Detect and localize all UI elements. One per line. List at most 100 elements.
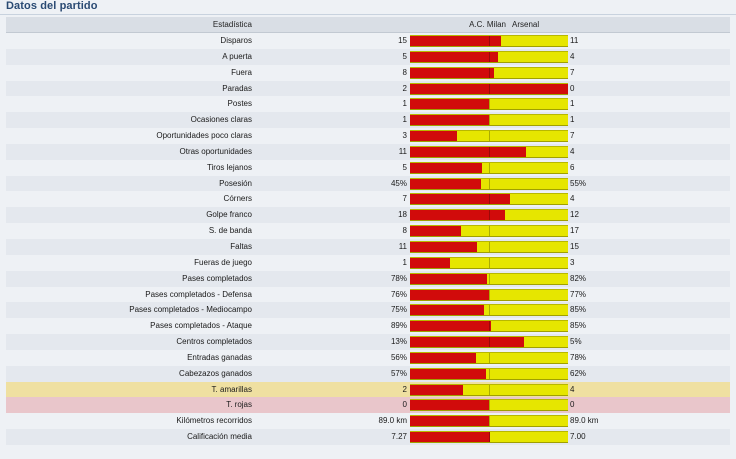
stat-row: Centros completados 13% 5%	[6, 334, 730, 350]
home-bar-fill	[410, 210, 505, 221]
stat-label: Pases completados	[182, 273, 252, 283]
stat-row: Postes 1 1	[6, 96, 730, 112]
stat-row: S. de banda 8 17	[6, 223, 730, 239]
home-value: 0	[402, 400, 407, 410]
home-bar-fill	[410, 352, 476, 363]
comparison-bar	[410, 399, 568, 412]
home-bar-fill	[410, 194, 510, 205]
bar-midline	[489, 352, 490, 363]
home-bar-fill	[410, 178, 481, 189]
comparison-bar	[410, 209, 568, 222]
away-value: 4	[570, 194, 575, 204]
stat-label: A puerta	[222, 51, 252, 61]
home-bar-fill	[410, 162, 482, 173]
home-value: 45%	[390, 178, 407, 188]
stats-table: Disparos 15 11 A puerta 5 4 Fuera 8 7 Paradas 2 0 Po…	[6, 33, 730, 445]
stat-row: Pases completados - Ataque 89% 85%	[6, 318, 730, 334]
home-value: 75%	[390, 305, 407, 315]
stat-label: Córners	[223, 194, 252, 204]
home-value: 3	[402, 131, 407, 141]
comparison-bar	[410, 161, 568, 174]
header-home-team: A.C. Milan	[469, 20, 506, 29]
home-value: 15	[398, 36, 407, 45]
home-value: 13%	[390, 337, 407, 347]
comparison-bar	[410, 431, 568, 444]
bar-midline	[489, 289, 490, 300]
comparison-bar	[410, 225, 568, 238]
away-value: 55%	[570, 178, 587, 188]
bar-midline	[489, 194, 490, 205]
stat-row: Tiros lejanos 5 6	[6, 160, 730, 176]
bar-midline	[489, 337, 490, 348]
bar-midline	[489, 305, 490, 316]
stat-label: Pases completados - Mediocampo	[129, 305, 252, 315]
home-bar-fill	[410, 400, 489, 411]
comparison-bar	[410, 288, 568, 301]
comparison-bar	[410, 415, 568, 428]
stat-label: Entradas ganadas	[187, 352, 252, 362]
comparison-bar	[410, 351, 568, 364]
bar-midline	[489, 400, 490, 411]
comparison-bar	[410, 130, 568, 143]
bar-midline	[489, 368, 490, 379]
stat-row: Calificación media 7.27 7.00	[6, 429, 730, 445]
home-bar-fill	[410, 115, 489, 126]
stat-row: Kilómetros recorridos 89.0 km 89.0 km	[6, 413, 730, 429]
away-value: 89.0 km	[570, 416, 599, 426]
stat-row: Fuera 8 7	[6, 65, 730, 81]
stat-label: Golpe franco	[206, 210, 252, 220]
home-value: 89%	[390, 321, 407, 331]
comparison-bar	[410, 367, 568, 380]
bar-midline	[489, 131, 490, 142]
panel-title: Datos del partido	[6, 0, 98, 12]
stat-row: Ocasiones claras 1 1	[6, 112, 730, 129]
away-value: 4	[570, 384, 575, 394]
away-value: 17	[570, 226, 579, 236]
stat-row: Pases completados - Mediocampo 75% 85%	[6, 302, 730, 319]
away-value: 11	[570, 36, 579, 45]
home-value: 8	[402, 67, 407, 77]
home-bar-fill	[410, 337, 524, 348]
bar-midline	[489, 241, 490, 252]
stat-row: Pases completados - Defensa 76% 77%	[6, 287, 730, 303]
bar-midline	[489, 257, 490, 268]
away-value: 7	[570, 131, 575, 141]
home-bar-fill	[410, 241, 477, 252]
home-value: 8	[402, 226, 407, 236]
stat-row: Córners 7 4	[6, 191, 730, 207]
stat-label: Pases completados - Defensa	[145, 289, 252, 299]
home-value: 2	[402, 384, 407, 394]
bar-midline	[489, 36, 490, 46]
comparison-bar	[410, 35, 568, 47]
header-stat-label: Estadística	[212, 20, 252, 29]
away-value: 6	[570, 162, 575, 172]
home-bar-fill	[410, 99, 489, 110]
bar-midline	[489, 432, 490, 443]
bar-midline	[489, 178, 490, 189]
away-value: 4	[570, 146, 575, 156]
bar-midline	[489, 115, 490, 126]
bar-midline	[489, 416, 490, 427]
home-bar-fill	[410, 51, 498, 62]
stat-row: Entradas ganadas 56% 78%	[6, 350, 730, 366]
stat-label: Fuera	[231, 67, 252, 77]
stat-label: Tiros lejanos	[206, 162, 252, 172]
stat-row: T. rojas 0 0	[6, 397, 730, 414]
home-bar-fill	[410, 226, 461, 237]
away-value: 15	[570, 241, 579, 251]
home-bar-fill	[410, 67, 494, 78]
stat-label: Posesión	[219, 178, 252, 188]
bar-midline	[489, 384, 490, 395]
stat-row: Oportunidades poco claras 3 7	[6, 128, 730, 144]
stat-label: Cabezazos ganados	[179, 368, 252, 378]
away-value: 1	[570, 99, 575, 109]
away-value: 0	[570, 400, 575, 410]
stat-label: Oportunidades poco claras	[156, 131, 252, 141]
stat-label: Ocasiones claras	[190, 115, 252, 125]
home-bar-fill	[410, 83, 568, 94]
home-value: 1	[402, 257, 407, 267]
home-bar-fill	[410, 384, 463, 395]
header-away-team: Arsenal	[512, 20, 540, 29]
comparison-bar	[410, 98, 568, 111]
home-value: 1	[402, 115, 407, 125]
